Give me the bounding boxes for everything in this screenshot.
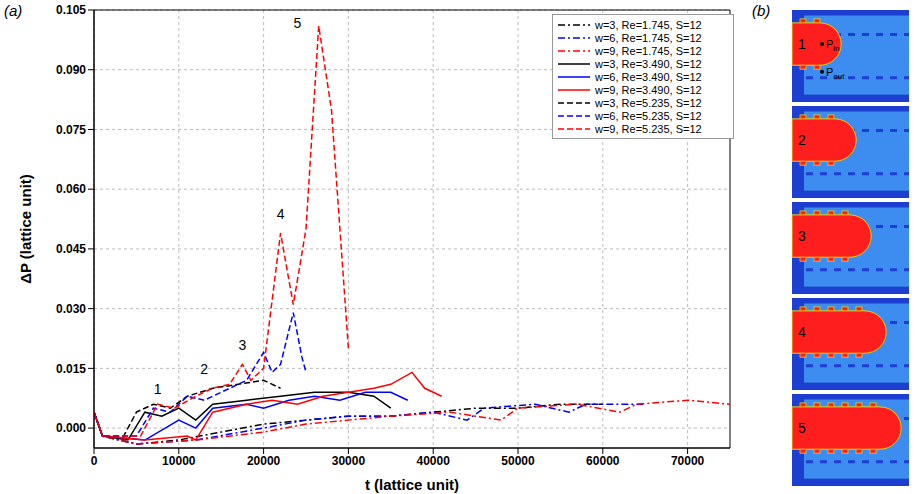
svg-text:5: 5 <box>294 15 302 31</box>
svg-text:60000: 60000 <box>586 454 620 468</box>
svg-text:3: 3 <box>798 228 806 244</box>
svg-text:40000: 40000 <box>417 454 451 468</box>
svg-text:10000: 10000 <box>162 454 196 468</box>
svg-text:0.045: 0.045 <box>56 242 86 256</box>
html-text:w=9, Re=5.235, S=12: w=9, Re=5.235, S=12 <box>595 122 702 135</box>
svg-text:4: 4 <box>798 324 806 340</box>
svg-text:Pin: Pin <box>826 38 840 53</box>
svg-text:4: 4 <box>277 206 285 222</box>
svg-text:5: 5 <box>798 420 806 436</box>
html-text:(b): (b) <box>752 2 771 19</box>
svg-text:20000: 20000 <box>247 454 281 468</box>
svg-text:30000: 30000 <box>332 454 366 468</box>
html-text:w=9, Re=1.745, S=12: w=9, Re=1.745, S=12 <box>595 44 702 57</box>
svg-text:0: 0 <box>91 454 98 468</box>
svg-text:ΔP (lattice unit): ΔP (lattice unit) <box>17 174 34 284</box>
svg-text:0.015: 0.015 <box>56 362 86 376</box>
svg-text:2: 2 <box>200 361 208 377</box>
svg-text:0.000: 0.000 <box>56 421 86 435</box>
html-text:w=3, Re=3.490, S=12: w=3, Re=3.490, S=12 <box>595 57 702 70</box>
svg-text:2: 2 <box>798 132 806 148</box>
html-text:w=9, Re=3.490, S=12: w=9, Re=3.490, S=12 <box>595 83 702 96</box>
html-text:(a): (a) <box>4 2 23 19</box>
svg-text:1: 1 <box>798 36 806 52</box>
html-text:w=6, Re=5.235, S=12: w=6, Re=5.235, S=12 <box>595 109 702 122</box>
svg-text:0.075: 0.075 <box>56 123 86 137</box>
svg-text:0.030: 0.030 <box>56 302 86 316</box>
svg-text:Pout: Pout <box>826 66 845 81</box>
svg-text:0.105: 0.105 <box>56 3 86 17</box>
svg-text:70000: 70000 <box>671 454 705 468</box>
svg-text:0.060: 0.060 <box>56 182 86 196</box>
html-text:w=3, Re=5.235, S=12: w=3, Re=5.235, S=12 <box>595 96 702 109</box>
svg-text:0.090: 0.090 <box>56 63 86 77</box>
svg-text:1: 1 <box>154 381 162 397</box>
svg-text:3: 3 <box>239 337 247 353</box>
html-text:w=6, Re=1.745, S=12: w=6, Re=1.745, S=12 <box>595 31 702 44</box>
html-text:w=6, Re=3.490, S=12: w=6, Re=3.490, S=12 <box>595 70 702 83</box>
svg-text:t (lattice unit): t (lattice unit) <box>365 476 459 493</box>
svg-text:50000: 50000 <box>501 454 535 468</box>
html-text:w=3, Re=1.745, S=12: w=3, Re=1.745, S=12 <box>595 18 702 31</box>
